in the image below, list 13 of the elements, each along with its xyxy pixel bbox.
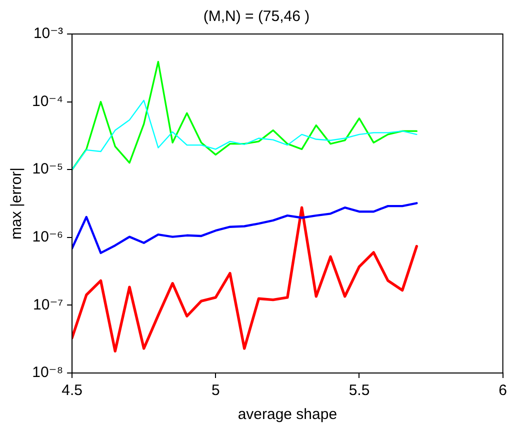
x-tick-label: 4.5 — [62, 382, 82, 400]
y-axis-title: max |error| — [8, 168, 26, 240]
x-tick-label: 6 — [498, 382, 507, 400]
y-tick-label: 10⁻⁵ — [32, 160, 64, 178]
y-tick-label: 10⁻⁴ — [32, 92, 64, 110]
x-tick-label: 5 — [211, 382, 220, 400]
y-tick-label: 10⁻⁸ — [32, 364, 64, 382]
x-tick-label: 5.5 — [348, 382, 370, 400]
y-tick-label: 10⁻⁷ — [33, 296, 64, 314]
y-tick-label: 10⁻³ — [33, 25, 64, 42]
x-axis-title: average shape — [238, 406, 338, 424]
y-tick-label: 10⁻⁶ — [32, 228, 64, 246]
chart-title: (M,N) = (75,46 ) — [203, 8, 310, 26]
